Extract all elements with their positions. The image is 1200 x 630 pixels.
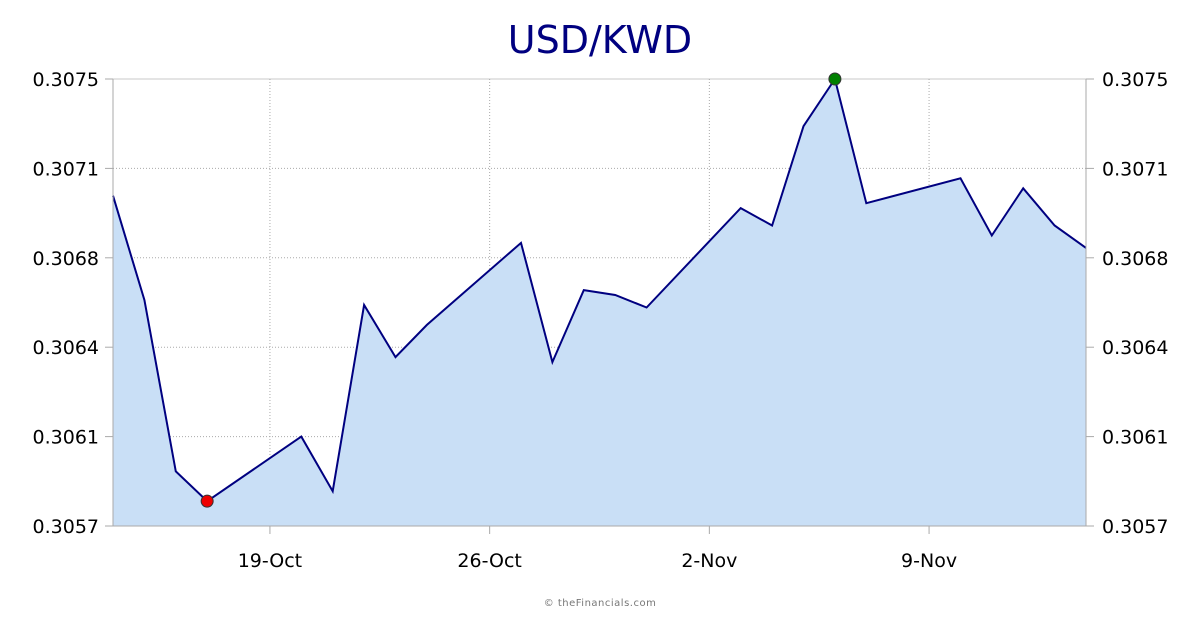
y-tick-label: 0.3061: [33, 427, 99, 449]
min-point-marker: [200, 494, 214, 508]
x-tick-label: 26-Oct: [457, 550, 521, 572]
y-tick-label: 0.3064: [33, 337, 99, 359]
chart-title: USD/KWD: [507, 18, 693, 62]
y-tick-label: 0.3061: [1102, 427, 1168, 449]
extreme-markers: [200, 72, 842, 508]
x-tick-label: 2-Nov: [681, 550, 737, 572]
max-point-marker: [828, 72, 842, 86]
y-tick-label: 0.3057: [33, 516, 99, 538]
y-tick-label: 0.3075: [33, 69, 99, 91]
price-line: [112, 76, 1087, 503]
copyright-footer: © theFinancials.com: [543, 598, 657, 609]
x-tick-label: 19-Oct: [238, 550, 302, 572]
y-axis-right-labels: 0.3057 0.3061 0.3064 0.3068 0.3071 0.3075: [1102, 69, 1168, 538]
y-tick-label: 0.3064: [1102, 337, 1168, 359]
axes: [105, 78, 1094, 534]
y-tick-label: 0.3071: [33, 158, 99, 180]
y-tick-label: 0.3075: [1102, 69, 1168, 91]
y-tick-label: 0.3057: [1102, 516, 1168, 538]
x-tick-label: 9-Nov: [901, 550, 957, 572]
x-axis-labels: 19-Oct 26-Oct 2-Nov 9-Nov: [238, 550, 957, 572]
y-tick-label: 0.3068: [1102, 248, 1168, 270]
y-axis-left-labels: 0.3057 0.3061 0.3064 0.3068 0.3071 0.3075: [33, 69, 99, 538]
y-tick-label: 0.3071: [1102, 158, 1168, 180]
y-tick-label: 0.3068: [33, 248, 99, 270]
area-fill: [113, 79, 1086, 526]
